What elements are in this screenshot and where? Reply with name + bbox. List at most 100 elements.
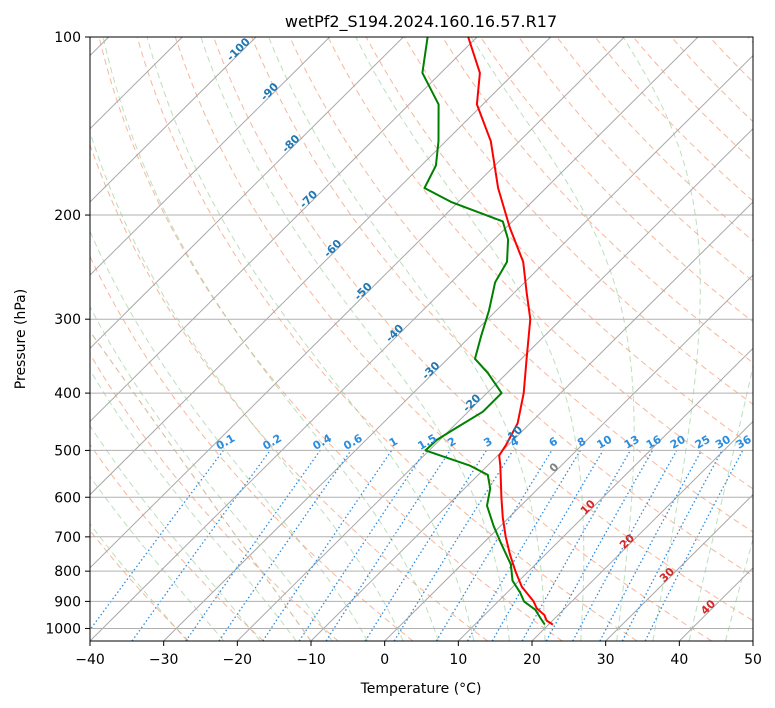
isotherm: [384, 274, 753, 641]
moist-adiabat: [268, 37, 546, 641]
moist-adiabat: [470, 37, 635, 641]
y-tick-label: 300: [54, 312, 81, 328]
chart-title: wetPf2_S194.2024.160.16.57.R17: [285, 12, 557, 32]
moist-adiabat: [90, 369, 297, 641]
dry-adiabat: [251, 37, 753, 577]
mixing-ratio-line: [90, 450, 224, 631]
mixing-ratio-label: 2: [445, 435, 458, 450]
mixing-ratio-label: 13: [622, 433, 642, 452]
x-tick-label: −20: [223, 652, 253, 668]
dry-adiabat: [289, 37, 753, 533]
mixing-ratio-label: 20: [668, 433, 688, 452]
dry-adiabat: [480, 37, 753, 323]
isotherm: [90, 37, 404, 349]
isotherm-label: -30: [419, 359, 442, 382]
dry-adiabat: [90, 143, 488, 641]
moist-adiabat: [90, 130, 404, 641]
moist-adiabat: [688, 364, 753, 641]
mixing-ratio-line: [545, 450, 654, 641]
y-tick-label: 400: [54, 386, 81, 402]
dry-adiabat: [174, 37, 712, 641]
isotherm-label: 10: [578, 497, 598, 517]
isotherm-label: 30: [657, 565, 677, 585]
y-tick-label: 100: [54, 30, 81, 46]
isotherm-label: -20: [460, 391, 483, 414]
mixing-ratio-label: 36: [734, 433, 754, 452]
mixing-ratio-label: 0.6: [341, 431, 365, 452]
x-tick-label: 50: [744, 652, 762, 668]
mixing-ratio-line: [466, 450, 581, 641]
isotherm-label: -70: [297, 188, 320, 211]
y-tick-label: 800: [54, 564, 81, 580]
mixing-ratio-label: 1.5: [415, 432, 438, 453]
isotherm-label: -40: [383, 321, 406, 344]
dry-adiabat: [518, 37, 753, 282]
temperature-line: [467, 37, 554, 626]
mixing-ratio-label: 8: [575, 435, 588, 450]
dry-adiabat: [213, 37, 753, 622]
mixing-ratio-line: [644, 450, 744, 641]
isotherm: [90, 37, 699, 641]
mixing-ratio-line: [364, 450, 487, 641]
x-tick-label: 40: [670, 652, 688, 668]
dry-adiabat: [90, 529, 190, 641]
moist-adiabat: [622, 37, 701, 641]
y-tick-label: 900: [54, 594, 81, 610]
isotherm-label: 40: [698, 597, 718, 617]
dry-adiabat: [747, 37, 753, 44]
mixing-ratio-label: 25: [693, 433, 713, 452]
isotherm: [90, 37, 478, 423]
dry-adiabat: [327, 37, 753, 490]
x-tick-label: −10: [296, 652, 326, 668]
mixing-ratio-line: [435, 450, 553, 641]
x-axis-label: Temperature (°C): [360, 681, 482, 697]
y-axis-label: Pressure (hPa): [13, 289, 29, 389]
dry-adiabat: [556, 37, 753, 242]
isotherm: [310, 201, 753, 641]
dry-adiabat: [90, 255, 414, 641]
isotherm: [605, 493, 753, 641]
isotherm: [163, 54, 753, 641]
mixing-ratio-label: 30: [713, 433, 733, 452]
x-tick-label: 30: [597, 652, 615, 668]
isotherm: [90, 37, 257, 203]
y-tick-label: 1000: [45, 621, 81, 637]
isotherm-label: -10: [502, 423, 525, 446]
moist-adiabat: [90, 523, 188, 641]
isotherm-label: -50: [352, 280, 375, 303]
moist-adiabat: [102, 37, 439, 641]
isotherm-label: -90: [258, 80, 281, 103]
mixing-ratio-line: [491, 450, 604, 641]
moist-adiabat: [355, 37, 585, 641]
isotherm-label: -60: [321, 237, 344, 260]
isotherm: [457, 347, 753, 641]
isotherm: [531, 420, 753, 641]
mixing-ratio-label: 0.4: [310, 431, 334, 452]
isotherm: [90, 37, 552, 496]
mixing-ratio-line: [393, 450, 514, 641]
moist-adiabat: [725, 537, 753, 641]
x-tick-label: −30: [149, 652, 179, 668]
mixing-ratio-line: [185, 450, 321, 641]
dry-adiabat: [403, 37, 753, 405]
mixing-ratio-label: 0.2: [261, 432, 284, 453]
x-tick-label: 0: [380, 652, 389, 668]
isotherm-label: 20: [617, 531, 637, 551]
moist-adiabat: [90, 424, 261, 641]
mixing-ratio-line: [325, 450, 451, 641]
mixing-ratio-label: 0.1: [214, 432, 237, 453]
dry-adiabat: [90, 330, 312, 641]
x-tick-label: 20: [523, 652, 541, 668]
isotherm: [90, 37, 331, 276]
y-tick-label: 500: [54, 443, 81, 459]
mixing-ratio-label: 6: [547, 434, 560, 449]
dry-adiabat: [709, 37, 753, 83]
dry-adiabat: [632, 37, 753, 162]
mixing-ratio-label: 10: [595, 433, 615, 452]
isotherm-label: -100: [224, 35, 253, 64]
moist-adiabat: [90, 475, 225, 641]
mixing-ratio-line: [131, 450, 271, 641]
dry-adiabat: [136, 37, 638, 641]
x-tick-label: 10: [449, 652, 467, 668]
